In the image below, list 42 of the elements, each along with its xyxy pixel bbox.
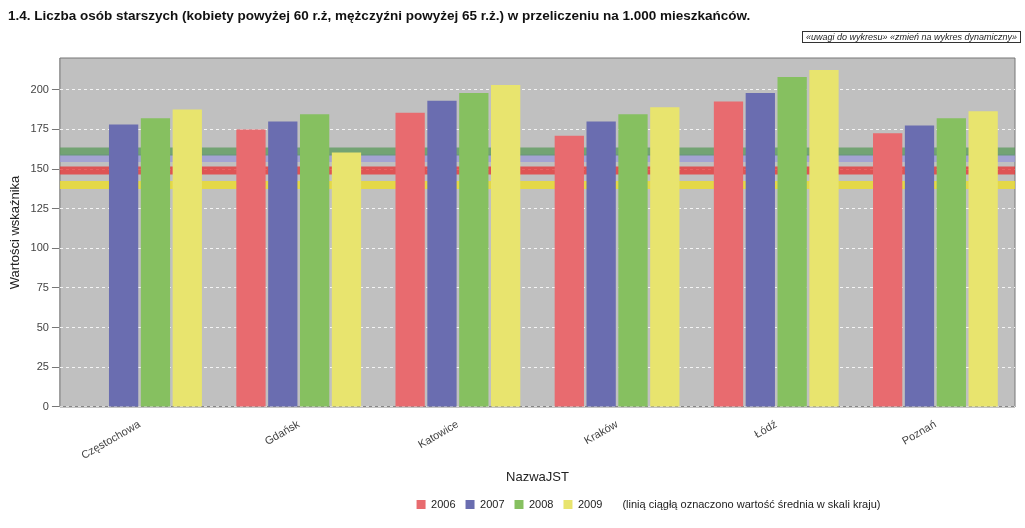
- y-tick-label: 25: [36, 360, 49, 373]
- bar: [809, 69, 839, 407]
- bar: [713, 101, 744, 407]
- bar: [491, 84, 521, 407]
- bar: [777, 77, 807, 407]
- bar: [650, 107, 680, 407]
- bar: [140, 118, 171, 407]
- bar: [554, 135, 584, 407]
- legend-label: 2007: [480, 497, 505, 510]
- y-tick-label: 200: [30, 82, 49, 95]
- legend-label: 2008: [529, 497, 554, 510]
- y-tick-label: 75: [36, 281, 49, 294]
- bar: [299, 114, 330, 407]
- y-tick-label: 125: [30, 201, 49, 214]
- x-axis-title: NazwaJST: [506, 468, 569, 484]
- y-tick-label: 100: [30, 241, 49, 254]
- legend-label: 2006: [431, 497, 456, 510]
- bar: [618, 114, 648, 407]
- text: (linią ciągłą oznaczono wartość średnia w skali kraju): [622, 498, 881, 510]
- bar: [395, 112, 425, 407]
- bar: [904, 125, 935, 407]
- chart-title: 1.4. Liczba osób starszych (kobiety powyżej 60 r.ż, mężczyźni powyżej 65 r.ż.) w przeliczeniu na 1.000 mieszkańców.: [8, 8, 751, 23]
- bar: [236, 129, 266, 407]
- bar: [331, 152, 362, 407]
- text: «uwagi do wykresu» «zmień na wykres dynamiczny»: [801, 31, 1021, 43]
- bar: [745, 92, 775, 407]
- bar: [172, 109, 202, 407]
- bar: [968, 111, 998, 407]
- bar: [108, 124, 139, 407]
- y-axis-title: Wartości wskaźnika: [7, 174, 23, 290]
- bar: [268, 121, 298, 407]
- bar: [427, 100, 457, 407]
- y-tick-label: 175: [30, 122, 49, 135]
- y-tick-label: 150: [30, 162, 49, 175]
- bar: [873, 133, 903, 407]
- x-tick-label: Łódź: [752, 417, 779, 440]
- y-tick-label: 0: [42, 399, 49, 412]
- bar: [936, 118, 966, 407]
- legend-label: 2009: [577, 497, 603, 510]
- y-tick-label: 50: [36, 320, 49, 333]
- bar: [459, 92, 489, 407]
- bar: [586, 121, 616, 407]
